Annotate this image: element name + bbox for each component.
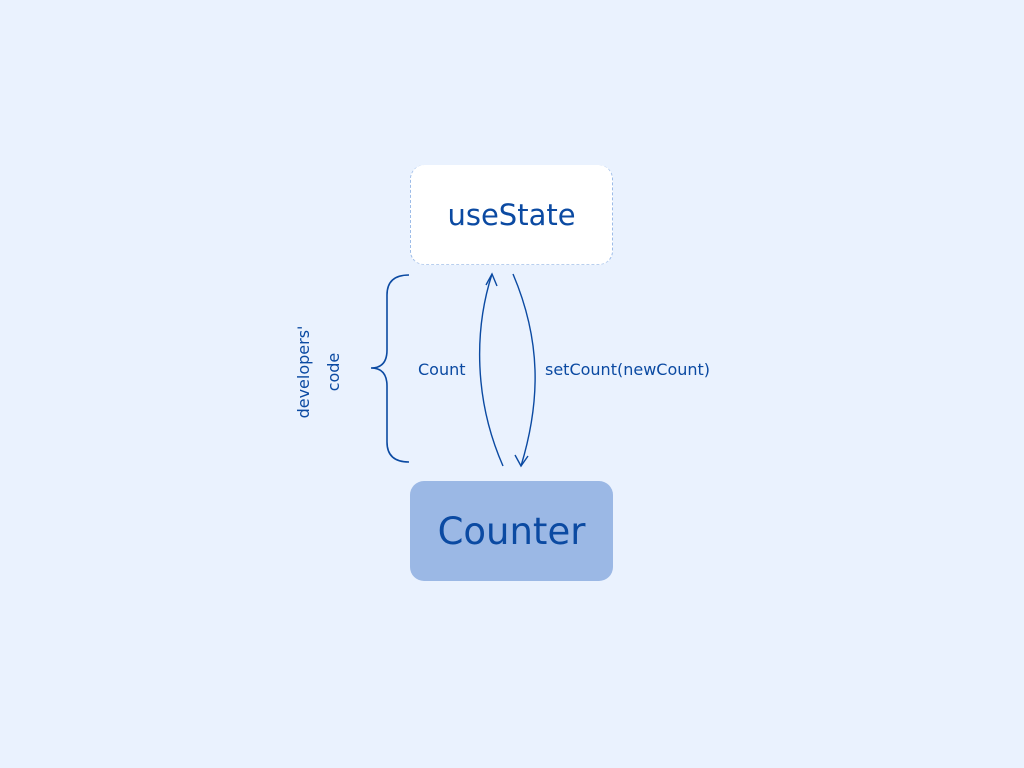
counter-node: Counter [410,481,613,581]
developers-code-line-1: developers' [294,325,313,419]
count-arrowhead [485,272,498,287]
set-count-arrowhead [514,454,529,468]
developers-code-label: developers' code [289,326,349,419]
count-edge-label: Count [418,360,466,379]
set-count-arrow [512,273,536,467]
set-count-edge-label: setCount(newCount) [545,360,711,379]
curly-brace [370,274,410,463]
use-state-label: useState [447,197,576,232]
count-arrow [478,273,504,467]
use-state-node: useState [410,165,613,265]
counter-label: Counter [437,509,586,553]
developers-code-line-2: code [324,352,343,392]
